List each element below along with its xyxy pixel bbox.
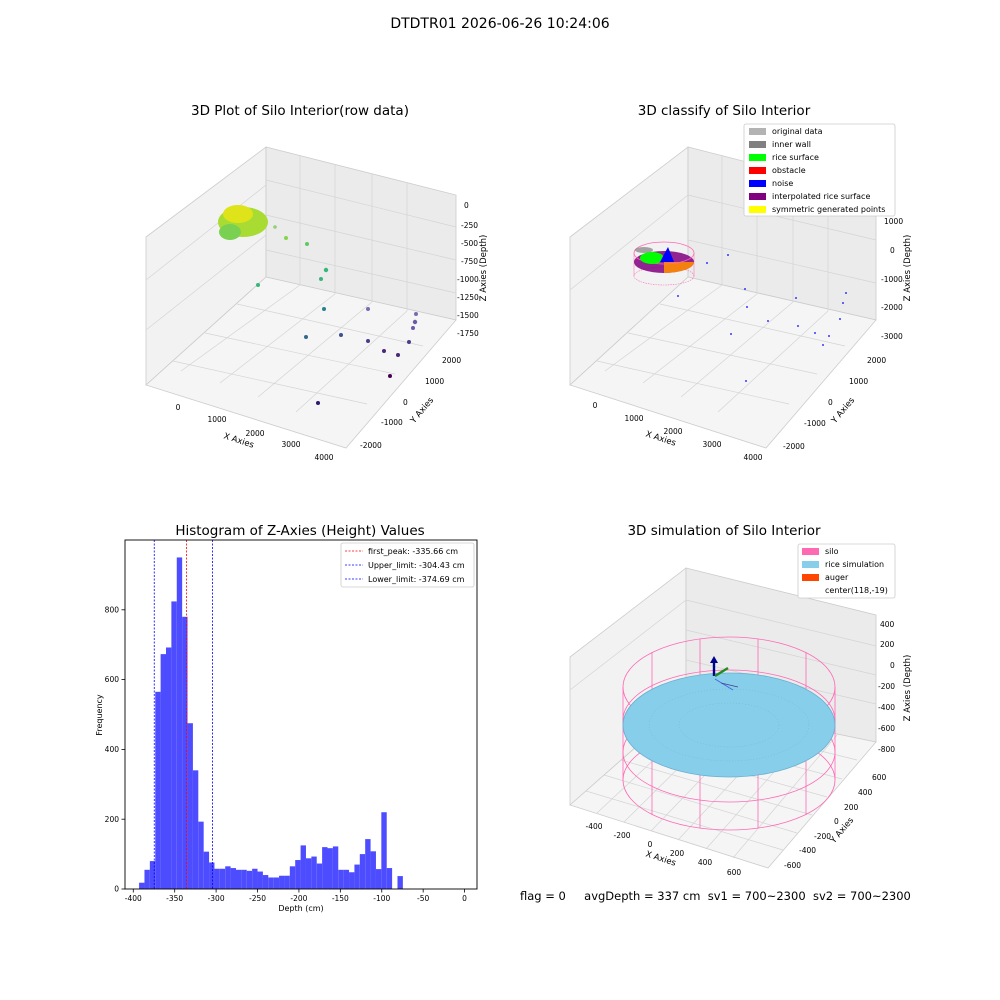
raw-plot-title: 3D Plot of Silo Interior(row data) [191, 103, 409, 119]
raw-ztick: -250 [461, 221, 478, 230]
raw-ytick: 2000 [442, 356, 461, 365]
raw-point [322, 307, 326, 311]
raw-xtick: 3000 [281, 440, 300, 449]
raw-zlabel: Z Axies (Depth) [479, 235, 489, 302]
raw-point [273, 225, 277, 229]
raw-ylabel: Y Axies [408, 395, 436, 426]
raw-point [284, 236, 288, 240]
raw-point [319, 277, 323, 281]
raw-ztick: -500 [461, 239, 478, 248]
figure-title: DTDTR01 2026-06-26 10:24:06 [390, 16, 610, 32]
histogram-title: Histogram of Z-Axies (Height) Values [175, 523, 425, 539]
raw-ztick: -1500 [457, 311, 479, 320]
simulation-plot-title: 3D simulation of Silo Interior [627, 523, 821, 539]
raw-ztick: 0 [464, 201, 469, 210]
raw-point [366, 339, 370, 343]
raw-ztick: -1250 [457, 293, 479, 302]
raw-ytick: 0 [403, 398, 408, 407]
raw-ztick: -1750 [457, 329, 479, 338]
raw-ztick: -750 [461, 257, 478, 266]
raw-point [388, 374, 392, 378]
classify-plot-title: 3D classify of Silo Interior [637, 103, 811, 119]
raw-point [339, 333, 343, 337]
raw-point [407, 340, 411, 344]
raw-pane-floor [145, 276, 457, 449]
raw-point [316, 401, 320, 405]
raw-ztick: -1000 [457, 275, 479, 284]
raw-point [366, 307, 370, 311]
status-flag: flag = 0 [520, 889, 566, 903]
raw-xtick: 4000 [314, 453, 333, 462]
raw-ytick: -2000 [360, 441, 382, 450]
raw-point [323, 267, 329, 273]
raw-point [411, 326, 415, 330]
raw-point [305, 242, 309, 246]
raw-point [382, 349, 386, 353]
raw-point-cloud [218, 205, 418, 405]
raw-ytick: 1000 [425, 377, 444, 386]
raw-xtick: 1000 [207, 415, 226, 424]
status-sv1: sv1 = 700~2300 [707, 889, 806, 903]
status-sv2: sv2 = 700~2300 [812, 889, 911, 903]
raw-surface-peak [223, 205, 253, 223]
raw-point [256, 283, 260, 287]
raw-xtick: 0 [176, 403, 181, 412]
raw-point [304, 335, 308, 339]
raw-point [412, 319, 418, 325]
raw-point [414, 312, 418, 316]
raw-grid [145, 155, 457, 413]
status-avg-depth: avgDepth = 337 cm [584, 889, 701, 903]
raw-point [396, 353, 400, 357]
status-bar: flag = 0 avgDepth = 337 cm sv1 = 700~230… [520, 889, 911, 903]
raw-surface-edge [219, 224, 241, 240]
raw-xtick: 2000 [245, 429, 264, 438]
raw-ytick: -1000 [381, 418, 403, 427]
